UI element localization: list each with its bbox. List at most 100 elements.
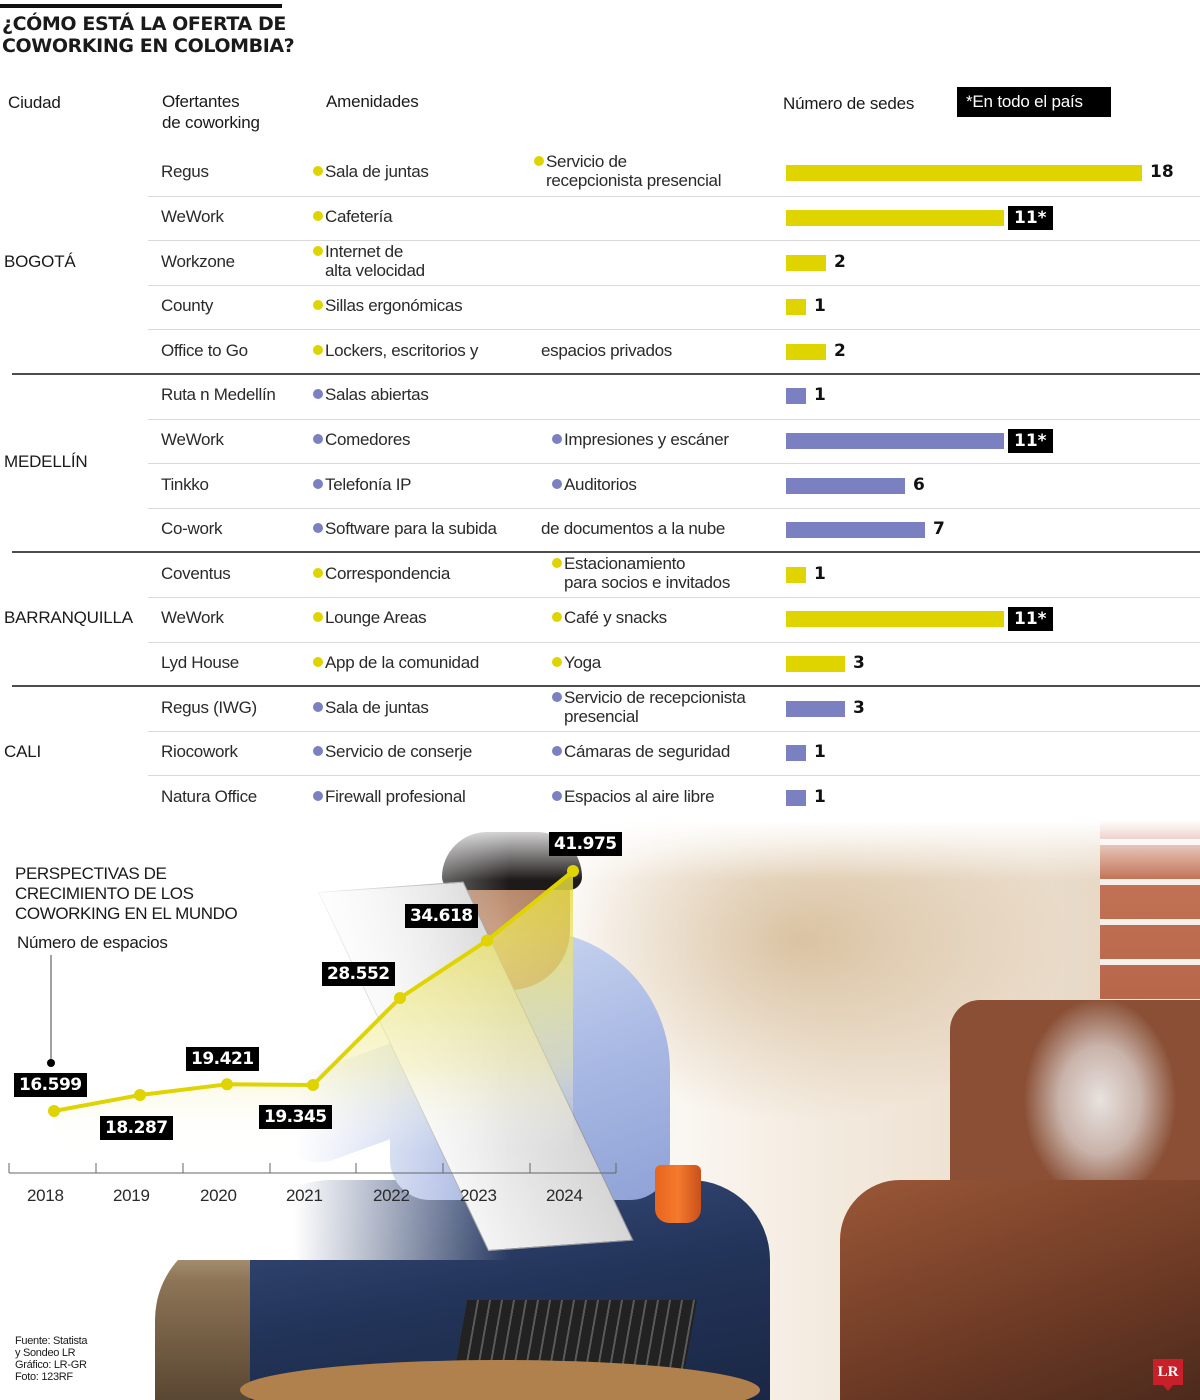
data-point-2021: [307, 1079, 319, 1092]
amenity-1: Servicio de conserje: [313, 742, 472, 761]
value-label-2020: 19.421: [186, 1047, 259, 1071]
column-header-city: Ciudad: [8, 93, 61, 112]
amenity-1-text: Software para la subida: [325, 519, 497, 539]
providers-header-line-1: Ofertantes: [162, 92, 240, 111]
amenity-2: de documentos a la nube: [541, 519, 725, 538]
coffee-table: [240, 1360, 760, 1400]
amenity-2-text: Espacios al aire libre: [564, 786, 715, 806]
amenity-1: Telefonía IP: [313, 475, 411, 494]
amenity-1: Salas abiertas: [313, 385, 429, 404]
row-separator: [148, 775, 1200, 776]
city-separator: [12, 685, 1200, 687]
bullet-dot-icon: [552, 691, 562, 702]
provider-name: Natura Office: [161, 786, 257, 806]
bullet-dot-icon: [313, 523, 323, 534]
bullet-dot-icon: [313, 656, 323, 667]
amenity-2-text: Servicio de recepcionista presencial: [546, 152, 722, 191]
sites-bar: [786, 700, 845, 717]
amenity-2-text: espacios privados: [541, 340, 672, 360]
amenity-2-text: Impresiones y escáner: [564, 429, 729, 449]
amenity-1-text: Servicio de conserje: [325, 742, 473, 762]
provider-name: WeWork: [161, 429, 224, 449]
amenity-1: Sala de juntas: [313, 162, 429, 181]
orange-mug: [655, 1165, 701, 1223]
national-sites-label: 11*: [1008, 428, 1053, 453]
photo-fade-top: [150, 820, 1200, 880]
column-header-providers: Ofertantes de coworking: [162, 91, 260, 133]
amenity-1: Cafetería: [313, 206, 393, 226]
bullet-dot-icon: [313, 612, 323, 623]
x-axis-ticks: [8, 1163, 617, 1173]
provider-name: WeWork: [161, 206, 224, 226]
photo-credit: Foto: 123RF: [15, 1371, 73, 1383]
sites-bar: [786, 388, 806, 405]
bullet-dot-icon: [552, 433, 562, 444]
title-rule: [0, 4, 282, 8]
provider-name: Tinkko: [161, 474, 209, 494]
bullet-dot-icon: [313, 433, 323, 444]
column-header-amenities: Amenidades: [326, 92, 419, 111]
sites-bar: [786, 254, 826, 271]
amenity-1-text: Cafetería: [325, 206, 393, 226]
value-label-2024: 41.975: [549, 832, 622, 856]
sites-value: 1: [814, 563, 826, 584]
bullet-dot-icon: [552, 478, 562, 489]
city-separator: [12, 551, 1200, 553]
provider-name: WeWork: [161, 608, 224, 628]
amenity-1-text: Correspondencia: [325, 563, 450, 583]
sites-bar: [786, 209, 1004, 226]
amenity-1: Lockers, escritorios y: [313, 341, 478, 360]
value-label-2021: 19.345: [259, 1105, 332, 1129]
amenity-1-text: Salas abiertas: [325, 385, 429, 405]
amenity-1: Lounge Areas: [313, 608, 427, 628]
year-label-2024: 2024: [546, 1186, 583, 1205]
amenity-2: Cámaras de seguridad: [552, 742, 730, 761]
row-separator: [148, 196, 1200, 197]
year-label-2021: 2021: [286, 1186, 323, 1205]
growth-title-line-3: COWORKING EN EL MUNDO: [15, 904, 238, 923]
row-separator: [148, 642, 1200, 643]
provider-name: Co-work: [161, 519, 223, 539]
sites-value: 1: [814, 385, 826, 406]
bullet-dot-icon: [552, 790, 562, 801]
bullet-dot-icon: [313, 245, 323, 256]
amenity-1: Internet de alta velocidad: [313, 242, 425, 280]
national-sites-label: 11*: [1008, 607, 1053, 632]
bullet-dot-icon: [313, 567, 323, 578]
amenity-1-text: Lounge Areas: [325, 608, 427, 628]
sites-value: 1: [814, 296, 826, 317]
national-sites-label: 11*: [1008, 205, 1053, 230]
growth-area: [54, 871, 573, 1150]
bullet-dot-icon: [313, 166, 323, 177]
amenity-2-text: Auditorios: [564, 474, 637, 494]
amenity-1: App de la comunidad: [313, 653, 479, 672]
providers-header-line-2: de coworking: [162, 113, 260, 132]
title-line-1: ¿CÓMO ESTÁ LA OFERTA DE: [2, 13, 286, 35]
page-title: ¿CÓMO ESTÁ LA OFERTA DE COWORKING EN COL…: [2, 13, 402, 57]
sites-bar: [786, 789, 806, 806]
growth-chart-subtitle: Número de espacios: [17, 933, 168, 952]
provider-name: Office to Go: [161, 340, 248, 360]
bullet-dot-icon: [313, 389, 323, 400]
sites-bar: [786, 343, 826, 360]
sites-bar: [786, 432, 1004, 449]
bullet-dot-icon: [313, 210, 323, 221]
city-name: MEDELLÍN: [4, 452, 88, 472]
year-label-2022: 2022: [373, 1186, 410, 1205]
provider-name: Lyd House: [161, 652, 239, 672]
sofa-seat: [840, 1180, 1200, 1400]
leader-dot: [47, 1059, 55, 1067]
amenity-2: Café y snacks: [552, 608, 667, 627]
amenity-1-text: Sala de juntas: [325, 162, 429, 182]
national-note-badge: *En todo el país: [957, 87, 1111, 117]
growth-points: [48, 865, 579, 1117]
year-label-2018: 2018: [27, 1186, 64, 1205]
provider-name: Workzone: [161, 251, 235, 271]
sites-bar: [786, 522, 925, 539]
amenity-1: Firewall profesional: [313, 786, 466, 806]
provider-name: Regus: [161, 162, 209, 182]
amenity-1-text: Firewall profesional: [325, 786, 466, 806]
amenity-1: Sala de juntas: [313, 698, 429, 717]
amenity-1-text: Comedores: [325, 429, 411, 449]
sites-value: 3: [853, 697, 865, 718]
